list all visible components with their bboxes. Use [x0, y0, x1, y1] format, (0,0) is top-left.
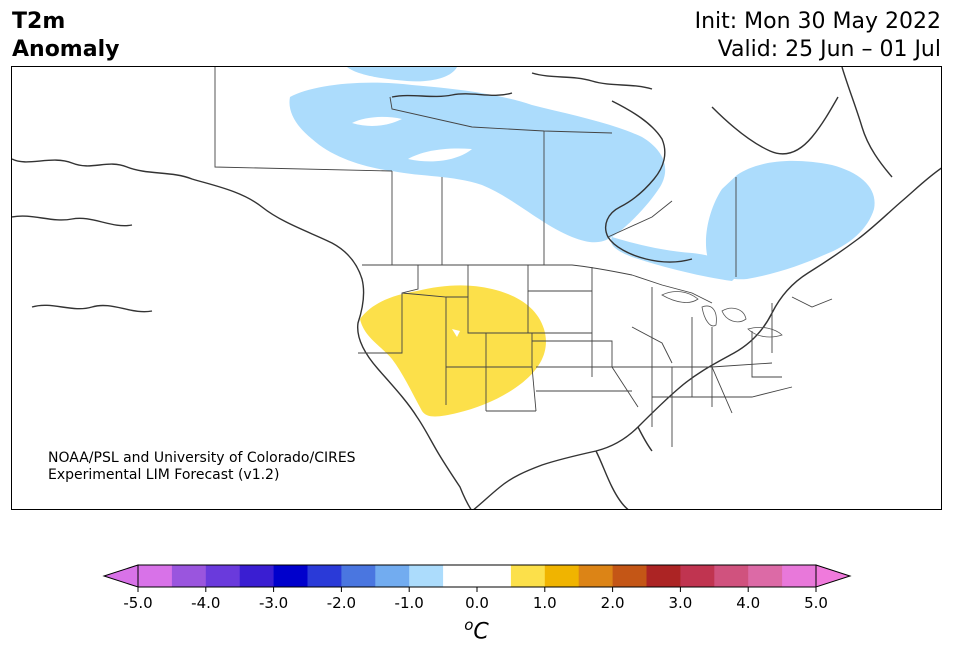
colorbar-tick-label: -1.0 — [395, 594, 424, 612]
credit-text: NOAA/PSL and University of Colorado/CIRE… — [48, 450, 356, 484]
title-line-2: Anomaly — [12, 37, 120, 62]
colorbar-tick-label: 2.0 — [601, 594, 625, 612]
colorbar-over-triangle — [815, 564, 852, 588]
colorbar-swatch — [171, 565, 207, 587]
colorbar-tick-label: 5.0 — [804, 594, 828, 612]
colorbar-swatch — [205, 565, 241, 587]
cool-anomaly-north — [347, 67, 457, 82]
credit-line-1: NOAA/PSL and University of Colorado/CIRE… — [48, 450, 356, 466]
colorbar-tick-label: -2.0 — [327, 594, 356, 612]
colorbar-swatch — [680, 565, 715, 587]
unit-main: C — [473, 619, 489, 645]
valid-date: Valid: 25 Jun – 01 Jul — [717, 37, 941, 62]
canadian-lake-1 — [352, 116, 402, 126]
colorbar-tick-label: -3.0 — [259, 594, 288, 612]
canadian-lake-2 — [408, 148, 472, 162]
warm-anomaly-southwest — [360, 285, 546, 417]
colorbar-under-triangle — [102, 564, 139, 588]
colorbar-tick-label: 4.0 — [736, 594, 760, 612]
colorbar: -5.0 -4.0 -3.0 -2.0 -1.0 0.0 1.0 2.0 3.0 4.0 5.0 — [102, 564, 852, 612]
map-svg — [12, 67, 941, 509]
colorbar-tick-label: 3.0 — [668, 594, 692, 612]
colorbar-unit-label: oC — [0, 616, 953, 644]
cool-anomaly-link — [611, 237, 742, 281]
colorbar-swatch — [544, 565, 580, 587]
colorbar-swatch — [714, 565, 749, 587]
map-title: T2m Anomaly — [12, 8, 119, 64]
colorbar-ticks: -5.0 -4.0 -3.0 -2.0 -1.0 0.0 1.0 2.0 3.0 4.0 5.0 — [123, 587, 828, 612]
anomaly-map — [11, 66, 942, 510]
init-date: Init: Mon 30 May 2022 — [694, 9, 941, 34]
colorbar-swatch — [273, 565, 308, 587]
colorbar-tick-label: -5.0 — [123, 594, 152, 612]
coastlines — [12, 67, 941, 509]
colorbar-tick-label: -4.0 — [191, 594, 220, 612]
unit-superscript: o — [464, 616, 474, 634]
colorbar-swatch — [138, 565, 173, 587]
great-lakes — [661, 291, 783, 338]
colorbar-swatch — [239, 565, 275, 587]
colorbar-swatch — [443, 565, 478, 587]
colorbar-tick-label: 1.0 — [533, 594, 557, 612]
forecast-dates: Init: Mon 30 May 2022 Valid: 25 Jun – 01… — [695, 8, 941, 64]
lake-cutout — [452, 329, 460, 337]
cool-anomaly-canada — [289, 82, 666, 243]
colorbar-swatch — [578, 565, 614, 587]
colorbar-swatch — [510, 565, 546, 587]
political-borders — [214, 67, 833, 447]
colorbar-tick-label: 0.0 — [465, 594, 489, 612]
credit-line-2: Experimental LIM Forecast (v1.2) — [48, 467, 280, 483]
colorbar-swatches — [138, 565, 817, 587]
colorbar-swatch — [307, 565, 342, 587]
colorbar-swatch — [375, 565, 410, 587]
colorbar-swatch — [782, 565, 817, 587]
colorbar-swatch — [409, 565, 444, 587]
colorbar-swatch — [646, 565, 681, 587]
colorbar-swatch — [341, 565, 376, 587]
cool-anomaly-quebec — [705, 160, 875, 280]
title-line-1: T2m — [12, 9, 66, 34]
colorbar-swatch — [748, 565, 783, 587]
colorbar-swatch — [612, 565, 647, 587]
colorbar-swatch — [477, 565, 512, 587]
